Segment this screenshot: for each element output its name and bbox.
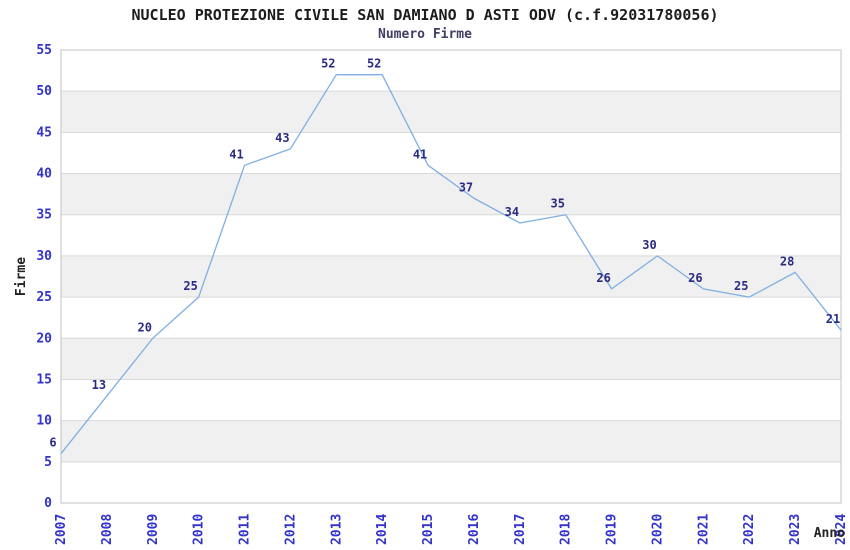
data-label: 13 (92, 378, 106, 392)
plot-band (61, 338, 841, 380)
x-tick-label: 2023 (788, 514, 803, 545)
x-tick-label: 2014 (375, 514, 390, 545)
data-label: 26 (596, 271, 610, 285)
x-tick-label: 2011 (238, 514, 253, 545)
data-label: 25 (734, 279, 748, 293)
plot-band (61, 420, 841, 462)
x-tick-label: 2024 (834, 514, 849, 545)
data-label: 35 (550, 197, 564, 211)
x-tick-label: 2009 (146, 514, 161, 545)
plot-band (61, 173, 841, 215)
data-label: 30 (642, 238, 656, 252)
x-tick-label: 2018 (559, 514, 574, 545)
x-tick-label: 2012 (283, 514, 298, 545)
x-tick-label: 2015 (421, 514, 436, 545)
data-label: 41 (413, 147, 427, 161)
data-label: 52 (367, 57, 381, 71)
y-tick-label: 55 (36, 43, 52, 58)
y-tick-label: 45 (36, 125, 52, 140)
data-label: 6 (49, 436, 56, 450)
plot-border (60, 49, 842, 504)
y-tick-label: 40 (36, 167, 52, 182)
x-tick-label: 2021 (696, 514, 711, 545)
data-label: 41 (229, 147, 243, 161)
chart-title: NUCLEO PROTEZIONE CIVILE SAN DAMIANO D A… (131, 6, 719, 24)
x-tick-label: 2016 (467, 514, 482, 545)
y-tick-label: 15 (36, 372, 52, 387)
y-tick-label: 5 (44, 455, 52, 470)
y-tick-label: 25 (36, 290, 52, 305)
y-tick-label: 35 (36, 208, 52, 223)
x-tick-label: 2010 (192, 514, 207, 545)
x-tick-label: 2008 (100, 514, 115, 545)
y-tick-label: 50 (36, 84, 52, 99)
x-tick-label: 2007 (54, 514, 69, 545)
data-label: 52 (321, 57, 335, 71)
data-label: 26 (688, 271, 702, 285)
data-label: 20 (138, 320, 152, 334)
plot-band (61, 91, 841, 133)
data-label: 25 (183, 279, 197, 293)
y-axis-title: Firme (14, 257, 29, 296)
x-tick-label: 2022 (742, 514, 757, 545)
plot-band (61, 255, 841, 298)
chart-subtitle: Numero Firme (378, 27, 472, 42)
data-label: 21 (826, 312, 840, 326)
y-tick-label: 0 (44, 496, 52, 511)
data-label: 37 (459, 180, 473, 194)
data-label: 34 (505, 205, 519, 219)
y-tick-label: 30 (36, 249, 52, 264)
x-tick-label: 2013 (329, 514, 344, 545)
x-tick-label: 2019 (605, 514, 620, 545)
data-label: 28 (780, 254, 794, 268)
x-tick-label: 2017 (513, 514, 528, 545)
y-tick-label: 10 (36, 414, 52, 429)
line-series (60, 74, 842, 454)
y-tick-label: 20 (36, 331, 52, 346)
data-label: 43 (275, 131, 289, 145)
x-axis-title: Anno (814, 526, 845, 541)
x-tick-label: 2020 (650, 514, 665, 545)
